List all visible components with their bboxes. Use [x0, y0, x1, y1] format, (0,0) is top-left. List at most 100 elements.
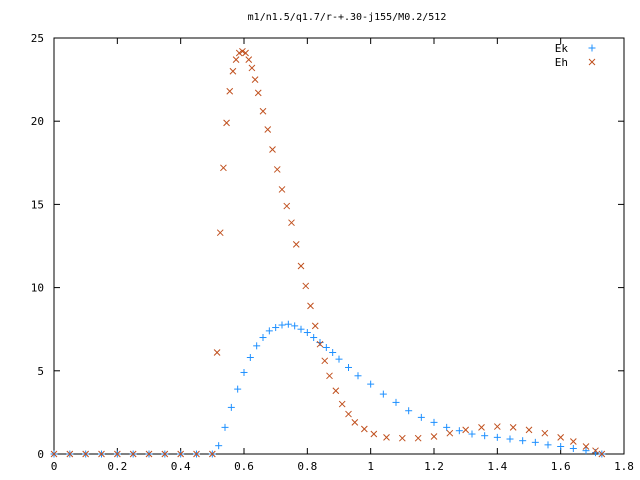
data-point-Ek [519, 437, 527, 445]
data-point-Eh [113, 450, 121, 458]
data-point-Ek [221, 423, 229, 431]
data-point-Eh [351, 419, 359, 426]
legend-marker-Eh [588, 58, 596, 66]
data-point-Eh [316, 340, 324, 348]
data-point-Eh [541, 429, 549, 437]
data-point-Eh [478, 424, 485, 431]
data-point-Ek [544, 441, 552, 449]
x-tick-label: 0.2 [107, 460, 127, 473]
y-tick-label: 15 [31, 198, 44, 211]
data-point-Eh [326, 372, 333, 380]
x-tick-label: 0 [51, 460, 58, 473]
data-point-Eh [288, 219, 295, 227]
y-tick-label: 5 [37, 365, 44, 378]
chart-title: m1/n1.5/q1.7/r-+.30-j155/M0.2/512 [248, 12, 447, 23]
data-point-Ek [310, 334, 318, 342]
data-point-Eh [302, 282, 310, 290]
data-point-Eh [220, 164, 227, 172]
data-point-Eh [235, 49, 243, 57]
data-point-Eh [598, 450, 606, 458]
data-point-Ek [246, 353, 254, 361]
data-point-Eh [493, 423, 501, 430]
plot-frame [53, 37, 625, 455]
data-point-Eh [332, 387, 340, 395]
data-point-Ek [265, 327, 273, 335]
data-point-Eh [232, 56, 240, 63]
y-tick-label: 25 [31, 32, 44, 45]
data-point-Ek [455, 427, 463, 435]
data-point-Eh [251, 76, 259, 83]
data-point-Eh [177, 450, 185, 458]
data-point-Eh [245, 56, 253, 63]
x-tick-label: 0.8 [297, 460, 317, 473]
data-point-Eh [242, 49, 249, 57]
data-point-Ek [430, 418, 438, 426]
data-point-Eh [213, 349, 221, 356]
data-point-Ek [335, 355, 343, 363]
data-point-Eh [66, 450, 74, 458]
data-point-Eh [129, 450, 137, 458]
data-point-Ek [284, 320, 292, 328]
x-tick-label: 1.4 [487, 460, 507, 473]
data-point-Ek [531, 438, 539, 446]
data-point-Ek [582, 447, 590, 455]
data-point-Ek [297, 325, 305, 333]
data-point-Ek [345, 363, 352, 371]
data-point-Eh [82, 450, 90, 458]
data-point-Ek [272, 324, 280, 332]
data-point-Ek [278, 321, 286, 329]
data-point-Eh [254, 89, 262, 97]
data-point-Eh [223, 119, 230, 127]
data-point-Eh [345, 410, 352, 418]
data-point-Eh [446, 429, 454, 437]
data-point-Ek [329, 348, 337, 356]
data-point-Ek [240, 368, 248, 376]
data-point-Eh [98, 450, 105, 458]
data-point-Eh [145, 450, 153, 458]
data-point-Ek [405, 407, 413, 415]
x-tick-label: 1.8 [614, 460, 634, 473]
legend-marker-Ek [588, 44, 596, 52]
data-point-Ek [481, 432, 489, 440]
data-point-Ek [253, 342, 261, 350]
x-tick-label: 1 [367, 460, 374, 473]
data-point-Eh [321, 357, 329, 365]
y-tick-label: 10 [31, 282, 44, 295]
data-point-Eh [557, 434, 565, 441]
data-point-Eh [216, 229, 224, 237]
data-point-Ek [259, 334, 267, 342]
data-point-Ek [506, 435, 514, 443]
data-point-Ek [367, 380, 375, 388]
data-point-Ek [379, 390, 387, 398]
data-point-Eh [161, 450, 169, 458]
data-point-Eh [193, 450, 200, 458]
data-point-Ek [468, 430, 476, 438]
data-point-Ek [557, 443, 565, 451]
data-point-Ek [569, 445, 577, 453]
data-point-Eh [278, 186, 286, 193]
data-point-Eh [229, 67, 237, 75]
data-point-Eh [338, 400, 346, 408]
data-point-Eh [239, 47, 246, 55]
data-point-Eh [264, 126, 272, 133]
x-tick-label: 0.6 [234, 460, 254, 473]
data-point-Ek [227, 403, 235, 411]
data-point-Eh [248, 64, 256, 72]
legend-label-Eh: Eh [555, 56, 568, 69]
x-tick-label: 1.2 [424, 460, 444, 473]
y-tick-label: 20 [31, 115, 44, 128]
series-Eh [50, 47, 606, 458]
data-point-Ek [417, 413, 425, 421]
data-point-Eh [569, 438, 577, 445]
series-layer [50, 47, 606, 458]
data-point-Ek [493, 433, 501, 441]
data-point-Eh [292, 240, 300, 248]
data-point-Eh [370, 430, 378, 438]
data-point-Eh [311, 322, 319, 330]
data-point-Eh [430, 433, 438, 440]
x-tick-label: 1.6 [551, 460, 571, 473]
data-point-Ek [303, 329, 311, 337]
data-point-Eh [226, 87, 234, 95]
